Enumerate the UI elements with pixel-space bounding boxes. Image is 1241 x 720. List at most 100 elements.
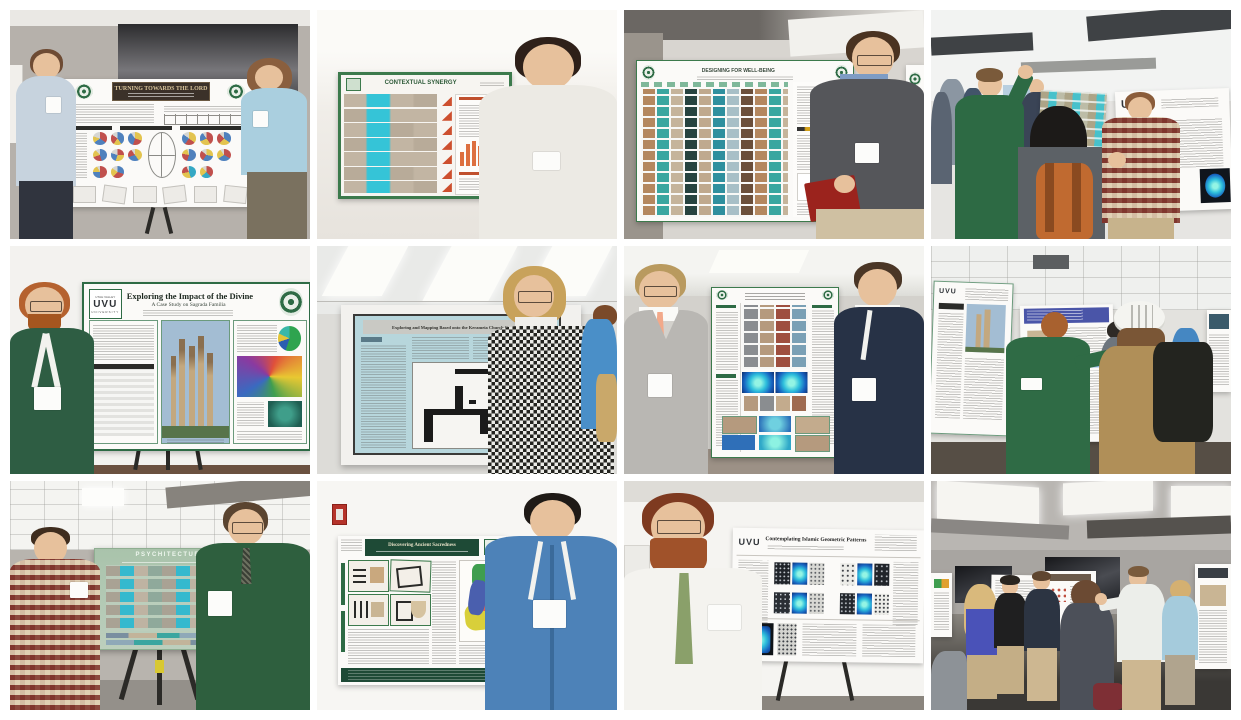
mini-text	[1198, 609, 1228, 663]
photo-ancient-sacredness: Discovering Ancient Sacredness	[317, 481, 617, 710]
triangle-marker	[441, 169, 452, 179]
green-sweater-man-hair	[976, 68, 1003, 83]
uvu-logo-top: UTAH VALLEY	[95, 294, 116, 299]
cathedral-tower	[197, 336, 204, 429]
poster-title: DESIGNING FOR WELL-BEING	[701, 67, 775, 74]
triangle-marker	[441, 154, 452, 165]
cathedral-tower	[983, 309, 991, 349]
diagram-grid	[163, 114, 250, 125]
bottom-image	[795, 435, 830, 453]
sketch-column	[432, 559, 456, 664]
sleeve-patch	[1021, 378, 1042, 390]
right-tall-poster	[1195, 563, 1231, 669]
section-header-orange	[458, 96, 486, 101]
presenter-2-head	[858, 268, 897, 308]
pie-chart	[128, 132, 143, 145]
uvu-logo-main: UVU	[93, 298, 118, 310]
uvu-logo-text: UVU	[938, 288, 957, 296]
presenter-1-name-badge	[648, 373, 672, 397]
cathedral-tower	[974, 314, 982, 349]
white-shirt-man-hair	[1127, 565, 1149, 578]
black-tee-man-torso	[994, 593, 1027, 649]
glasses-icon	[29, 300, 62, 312]
mini-image	[1200, 584, 1226, 606]
pattern-square-light	[808, 592, 825, 615]
poster-title: Exploring and Mapping Based onto the Ker…	[392, 324, 522, 330]
bullet-list	[412, 336, 470, 359]
mini-chart	[933, 579, 950, 589]
photo-two-presenters-green-poster	[624, 245, 924, 475]
pie-chart	[181, 149, 196, 162]
presenter-2-name-badge	[852, 378, 876, 402]
pattern-square-light	[777, 624, 797, 657]
plan-wall	[454, 369, 488, 375]
floorplan-glyph	[193, 186, 217, 203]
floorplan-strip	[72, 184, 248, 205]
plan-sketch	[352, 565, 367, 584]
references-text	[237, 429, 302, 440]
poster-board: TURNING TOWARDS THE LORD	[61, 78, 259, 207]
mini-text	[933, 592, 950, 631]
background-person	[931, 92, 952, 184]
presenter-2-blouse	[241, 87, 307, 175]
pie-chart	[181, 132, 196, 145]
seal-icon	[642, 65, 656, 80]
presenter-1-shirt	[16, 76, 76, 187]
divider	[736, 554, 921, 559]
ceiling	[10, 10, 310, 26]
ceiling-vent	[1033, 254, 1069, 269]
pie-chart	[110, 132, 125, 145]
poster-title: Contemplating Islamic Geometric Patterns	[765, 536, 867, 544]
text-lines	[1209, 332, 1229, 386]
white-shirt-man-torso	[1117, 584, 1165, 662]
cathedral-tower	[170, 355, 177, 429]
helmet-vents	[1126, 305, 1153, 328]
presenter-white-shirt	[624, 568, 762, 710]
heatmap-square	[791, 592, 807, 614]
poster-subtitle-lines	[376, 548, 468, 552]
bottom-image	[722, 435, 755, 451]
stained-glass-image	[237, 355, 302, 397]
uvu-logo-text: UVU	[738, 537, 761, 548]
photo-designing-for-well-being: DESIGNING FOR WELL-BEING	[624, 10, 924, 239]
sidebar-text	[812, 310, 834, 445]
title-lines	[744, 291, 806, 300]
table-header	[938, 303, 964, 311]
data-table	[92, 368, 154, 436]
pattern-square-dark	[774, 563, 791, 585]
seal-icon	[74, 83, 93, 100]
black-backpack	[1153, 341, 1213, 443]
plan-wall	[424, 409, 433, 442]
left-column	[88, 320, 158, 445]
section-header-orange	[458, 171, 486, 176]
poster-board: UTAH VALLEY UVU UNIVERSITY Exploring the…	[82, 282, 310, 451]
intro-text	[92, 323, 154, 361]
blonde-woman-top	[965, 609, 999, 660]
poster-subtitle-lines	[767, 545, 845, 551]
navy-man-sweater	[1024, 588, 1060, 651]
presenter-2-sweater	[834, 307, 924, 475]
floor-strip	[10, 465, 310, 475]
bottom-text	[802, 624, 857, 658]
presenter-2-green-sweater	[196, 543, 310, 710]
plan-box	[348, 559, 389, 592]
table-header	[92, 364, 154, 369]
plan-sketch	[353, 600, 370, 619]
tan-bag	[596, 373, 617, 443]
bottom-image	[795, 416, 830, 434]
pie-chart	[92, 165, 107, 178]
presenter-1-name-badge	[70, 581, 88, 598]
divine-poster-side-view: UVU	[931, 280, 1014, 437]
blue-top-woman-torso	[1162, 595, 1198, 660]
text-lines	[962, 358, 1004, 421]
seal-icon	[227, 83, 246, 100]
presenter-2-head	[227, 508, 264, 546]
bar	[460, 152, 465, 166]
section-bar	[120, 125, 172, 130]
abstract-text	[70, 104, 155, 124]
seal-icon	[821, 290, 835, 301]
cathedral-trees	[964, 346, 1005, 354]
heatmap-row	[776, 372, 808, 393]
navy-man-hair	[1031, 570, 1051, 581]
presenter-1-pants	[19, 181, 73, 239]
